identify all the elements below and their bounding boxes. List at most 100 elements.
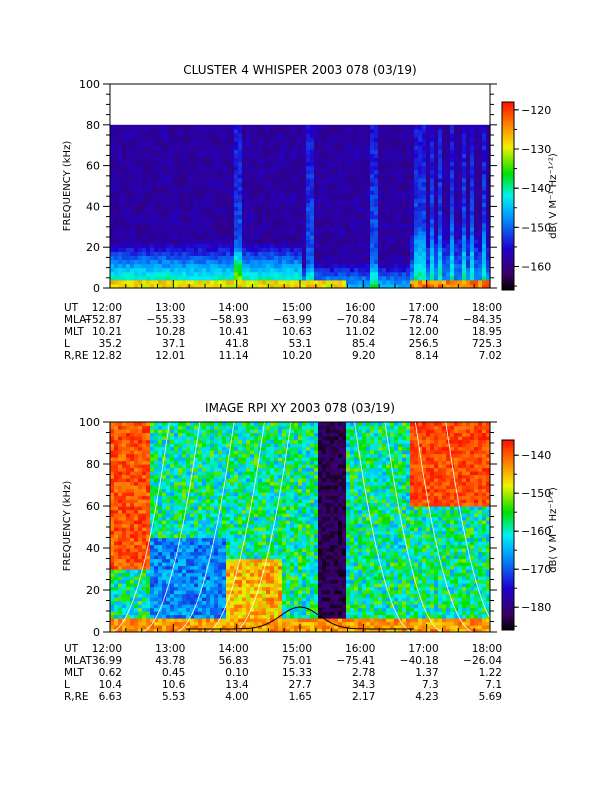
top-heat-cell [254,206,259,212]
top-heat-cell [326,251,331,256]
top-heat-cell [170,222,175,228]
top-heat-cell [430,169,435,175]
top-heat-cell [438,259,443,265]
bottom-heat-cell [114,495,119,500]
top-heat-cell [418,173,423,179]
top-heat-cell [402,157,407,163]
bottom-heat-cell [178,537,183,542]
top-heat-cell [138,128,143,134]
top-heat-cell [390,173,395,179]
top-heat-cell [154,173,159,179]
bottom-heat-cell [122,625,127,630]
top-heat-cell [438,194,443,199]
top-heat-cell [178,177,183,183]
top-heat-cell [418,214,423,220]
bottom-heat-cell [118,597,123,602]
top-heat-cell [334,251,339,256]
top-heat-cell [482,206,487,212]
top-heat-cell [294,124,299,130]
top-heat-cell [214,255,219,261]
bottom-heat-cell [142,562,147,567]
top-heat-cell [362,267,367,273]
top-heat-cell [294,177,299,183]
top-heat-cell [462,198,467,203]
bottom-heat-cell [114,618,119,623]
top-heat-cell [358,186,363,191]
top-heat-cell [422,226,427,232]
bottom-heat-cell [150,443,155,448]
bottom-heat-cell [114,467,119,472]
bottom-heat-cell [126,534,131,539]
top-heat-cell [238,259,243,265]
top-heat-cell [230,267,235,273]
top-heat-cell [138,255,143,261]
top-heat-cell [202,210,207,216]
top-heat-cell [170,234,175,240]
bottom-heat-cell [166,625,171,630]
top-heat-cell [478,234,483,240]
top-heat-cell [182,263,187,269]
top-heat-cell [394,165,399,171]
bottom-heat-cell [154,436,159,441]
top-heat-cell [226,263,231,269]
bottom-heat-cell [118,537,123,542]
top-heat-cell [318,132,323,138]
top-heat-cell [238,153,243,159]
top-heat-cell [294,222,299,228]
top-heat-cell [162,247,167,252]
top-heat-cell [306,259,311,265]
top-heat-cell [478,255,483,261]
top-heat-cell [150,145,155,150]
bottom-heat-cell [158,565,163,570]
bottom-heat-cell [146,586,151,591]
top-heat-cell [418,206,423,212]
top-heat-cell [162,243,167,248]
top-heat-cell [466,149,471,154]
top-heat-cell [218,271,223,277]
top-heat-cell [114,128,119,134]
top-heat-cell [430,161,435,167]
bottom-heat-cell [114,558,119,563]
top-heat-cell [366,263,371,269]
top-heat-cell [414,206,419,212]
top-heat-cell [470,141,475,146]
bottom-heat-cell [122,565,127,570]
top-heat-cell [298,259,303,265]
bottom-heat-cell [142,429,147,434]
top-heat-cell [198,169,203,175]
bottom-heat-cell [170,537,175,542]
top-heat-cell [278,198,283,203]
top-heat-cell [354,247,359,252]
bottom-heat-cell [110,562,115,567]
top-heat-cell [454,251,459,256]
top-heat-cell [110,271,115,277]
top-heat-cell [314,165,319,171]
bottom-heat-cell [150,569,155,574]
top-heat-cell [286,267,291,273]
top-heat-cell [338,279,343,285]
top-heat-cell [390,226,395,232]
top-heat-cell [190,206,195,212]
top-heat-cell [422,177,427,183]
bottom-heat-cell [162,604,167,609]
top-heat-cell [286,218,291,224]
top-heat-cell [486,149,491,154]
top-heat-cell [222,145,227,150]
top-heat-cell [194,243,199,248]
top-heat-cell [362,198,367,203]
top-heat-cell [122,137,127,142]
top-heat-cell [338,239,343,244]
top-heat-cell [114,169,119,175]
bottom-heat-cell [166,464,171,469]
top-heat-cell [234,149,239,154]
top-heat-cell [186,230,191,236]
bottom-heat-cell [122,506,127,511]
bottom-heat-cell [134,621,139,626]
top-heat-cell [366,239,371,244]
top-heat-cell [214,124,219,130]
top-heat-cell [134,190,139,195]
top-heat-cell [310,165,315,171]
top-heat-cell [386,234,391,240]
bottom-heat-cell [122,478,127,483]
bottom-heat-cell [138,544,143,549]
